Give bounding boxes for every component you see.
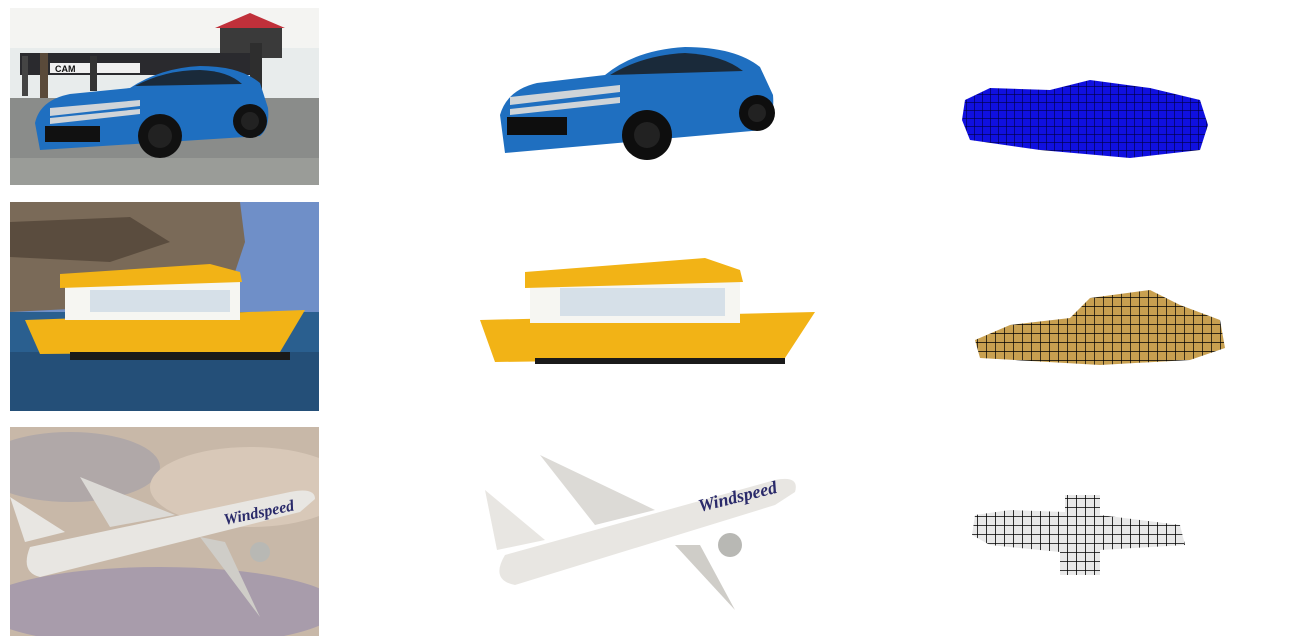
banner-text: CAM (55, 64, 76, 74)
airplane-cutout: Windspeed (475, 450, 825, 620)
boat-voxels (950, 270, 1240, 380)
car-photo: CAM (10, 8, 319, 185)
boat-cutout (475, 240, 825, 385)
boat-photo (10, 202, 319, 411)
car-cutout (475, 35, 825, 175)
car-shape (35, 66, 269, 158)
airplane-voxels (950, 480, 1240, 585)
airplane-photo: Windspeed (10, 427, 319, 636)
car-voxels (950, 70, 1240, 170)
